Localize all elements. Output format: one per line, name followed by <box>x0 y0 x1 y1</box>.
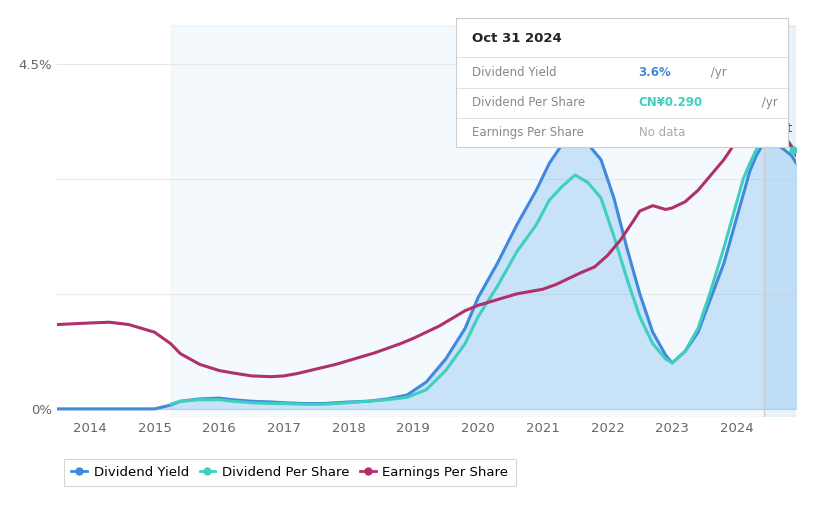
Text: No data: No data <box>639 126 685 139</box>
Text: /yr: /yr <box>708 67 727 79</box>
Text: Dividend Per Share: Dividend Per Share <box>472 96 585 109</box>
Text: CN¥0.290: CN¥0.290 <box>639 96 703 109</box>
Text: 3.6%: 3.6% <box>639 67 672 79</box>
Text: /yr: /yr <box>758 96 777 109</box>
Text: Oct 31 2024: Oct 31 2024 <box>472 32 562 45</box>
Text: Earnings Per Share: Earnings Per Share <box>472 126 585 139</box>
Legend: Dividend Yield, Dividend Per Share, Earnings Per Share: Dividend Yield, Dividend Per Share, Earn… <box>64 459 516 486</box>
Text: Past: Past <box>767 122 793 136</box>
Text: Dividend Yield: Dividend Yield <box>472 67 557 79</box>
Bar <box>171 25 796 417</box>
Bar <box>764 25 796 417</box>
